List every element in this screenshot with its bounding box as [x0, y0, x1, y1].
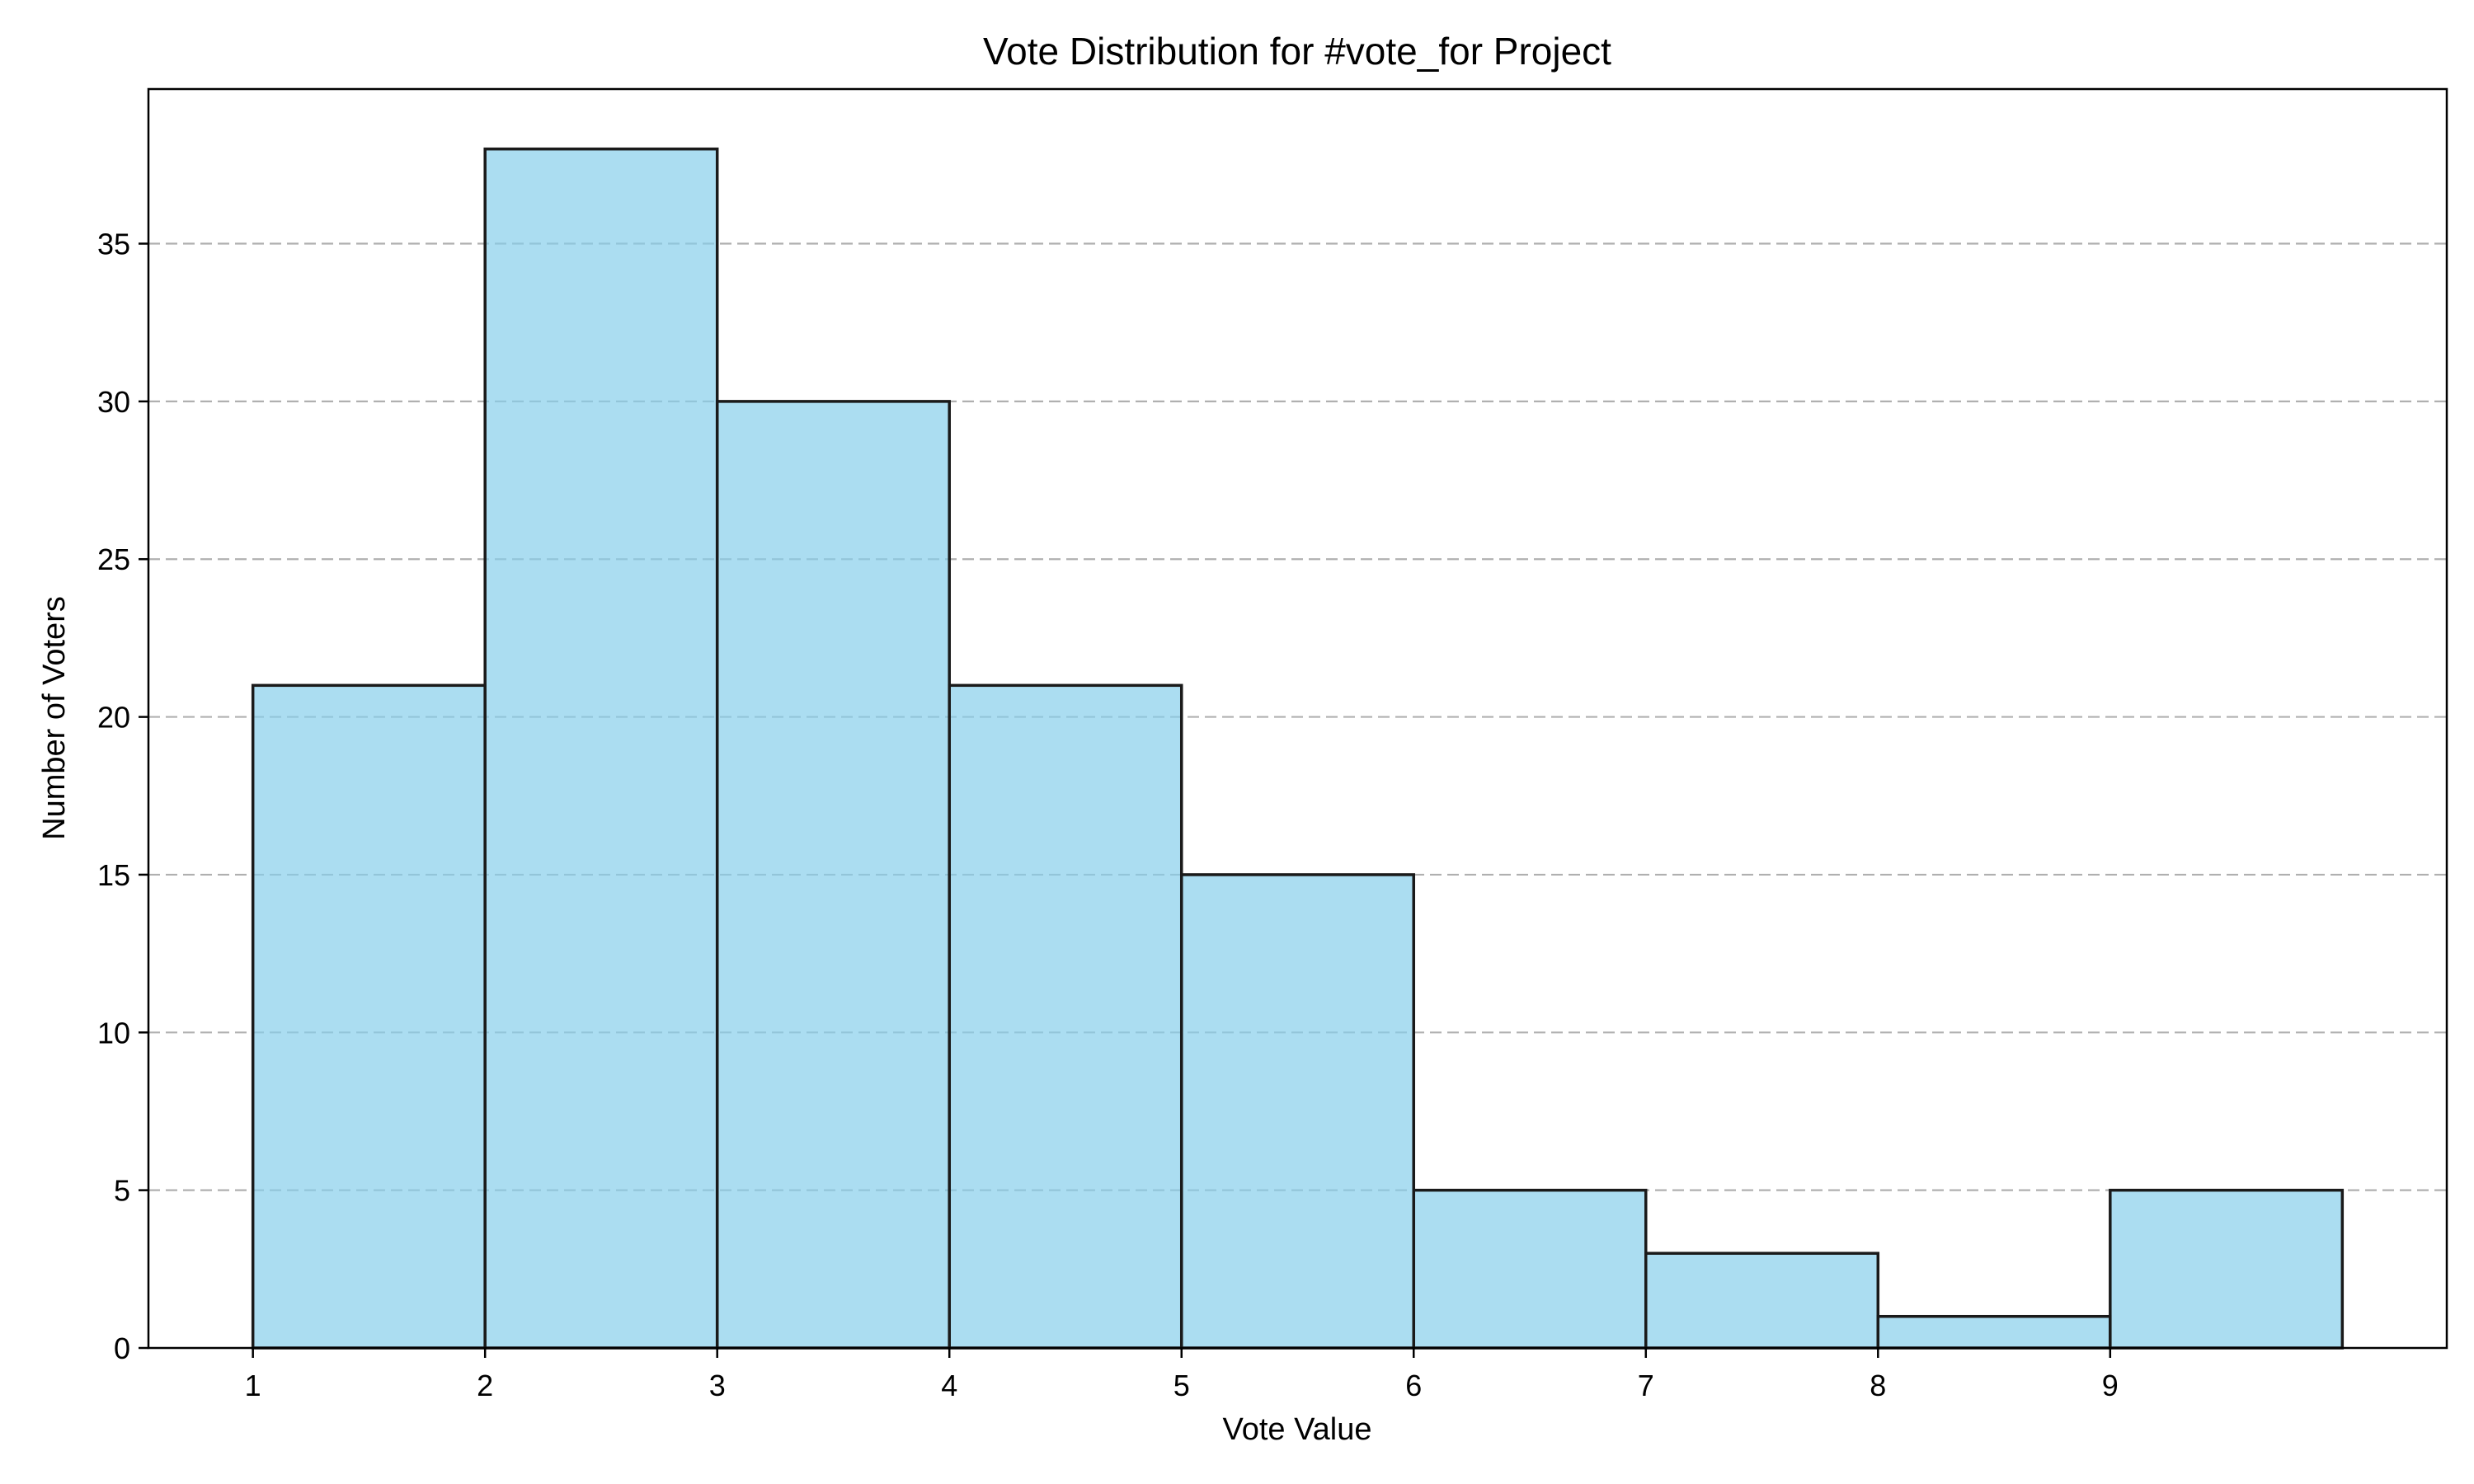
x-tick-label: 8	[1870, 1369, 1886, 1402]
y-tick-label: 30	[97, 385, 130, 419]
x-tick-label: 9	[2102, 1369, 2119, 1402]
chart-title: Vote Distribution for #vote_for Project	[983, 30, 1611, 73]
plot-frame	[147, 87, 2448, 1350]
histogram-bar	[1644, 1252, 1880, 1350]
x-tick-label: 7	[1638, 1369, 1654, 1402]
histogram-bar	[948, 683, 1183, 1350]
y-tick-label: 20	[97, 701, 130, 735]
x-axis-ticks: 1 2 3 4 5 6 7 8 9	[245, 1348, 2119, 1402]
x-axis-label: Vote Value	[1222, 1412, 1371, 1447]
histogram-bars	[251, 147, 2345, 1350]
x-tick-label: 1	[245, 1369, 261, 1402]
x-tick-label: 4	[941, 1369, 957, 1402]
histogram-bar	[483, 147, 719, 1350]
x-tick-label: 6	[1405, 1369, 1422, 1402]
x-tick-label: 5	[1174, 1369, 1190, 1402]
histogram-bar	[715, 400, 951, 1350]
histogram-bar	[1876, 1314, 2112, 1350]
y-axis-label: Number of Voters	[37, 596, 72, 840]
x-tick-label: 2	[477, 1369, 493, 1402]
x-tick-label: 3	[709, 1369, 726, 1402]
y-tick-label: 0	[114, 1331, 130, 1365]
y-tick-label: 15	[97, 858, 130, 892]
histogram-bar	[1179, 873, 1416, 1350]
histogram-bar	[251, 683, 487, 1350]
histogram-bar	[2109, 1188, 2345, 1350]
y-tick-label: 35	[97, 228, 130, 261]
y-tick-label: 5	[114, 1174, 130, 1208]
y-tick-label: 10	[97, 1016, 130, 1050]
y-axis-ticks: 0 5 10 15 20 25 30 35	[97, 228, 148, 1365]
histogram-bar	[1412, 1188, 1648, 1350]
y-tick-label: 25	[97, 542, 130, 576]
